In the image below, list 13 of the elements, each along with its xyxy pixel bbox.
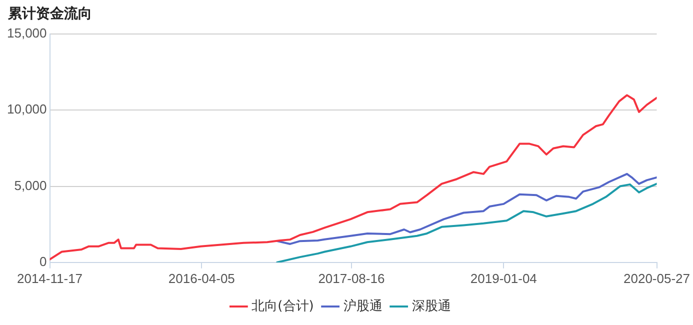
x-tick-label: 2020-05-27 [624, 270, 690, 286]
legend-label: 沪股通 [343, 298, 382, 314]
y-tick-label: 10,000 [6, 102, 47, 117]
chart-title: 累计资金流向 [8, 5, 92, 23]
x-tick-label: 2019-01-04 [470, 270, 537, 286]
legend-label: 北向(合计) [252, 298, 314, 314]
x-tick-label: 2017-08-16 [318, 270, 385, 286]
y-tick-label: 5,000 [14, 178, 47, 193]
x-tick-label: 2014-11-17 [16, 270, 83, 286]
y-tick-label: 0 [40, 254, 47, 269]
x-tick-label: 2016-04-05 [168, 270, 235, 286]
legend-label: 深股通 [412, 298, 451, 314]
y-tick-label: 15,000 [6, 26, 47, 41]
